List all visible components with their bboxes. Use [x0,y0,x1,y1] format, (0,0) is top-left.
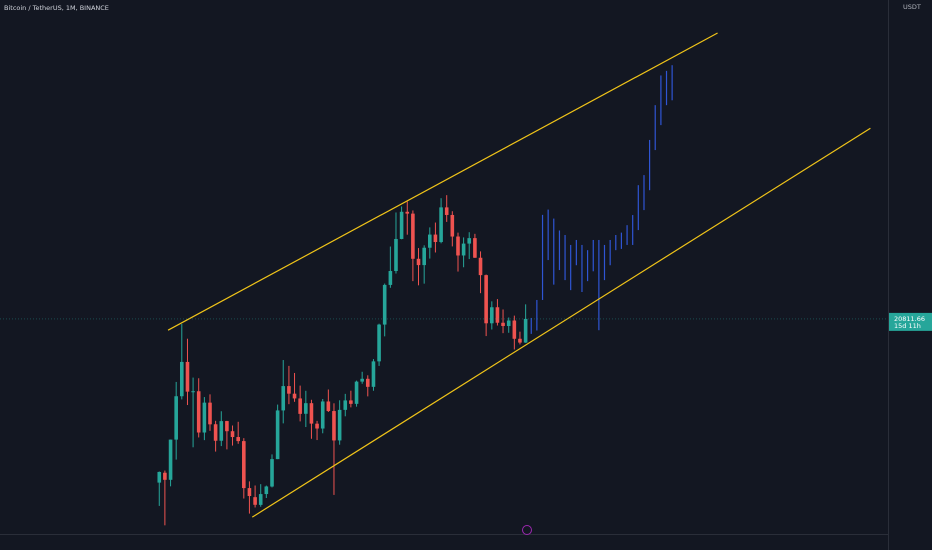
candle-body [416,258,421,266]
candle-body [490,307,494,324]
candle-body [365,378,370,387]
candle-body [456,236,460,256]
candle-body [326,401,331,412]
candle-body [450,214,455,237]
chart-title: Bitcoin / TetherUS, 1M, BINANCE [4,4,109,12]
candle-body [304,403,308,414]
candle-body [230,431,235,438]
candle-body [292,393,297,399]
price-label-bg [889,312,932,331]
candle-body [275,410,280,460]
candle-body [484,275,488,324]
currency: USDT [903,3,921,11]
candle-body [343,400,348,410]
candle-body [422,247,426,266]
candle-body [405,211,410,214]
candle-body [394,238,398,272]
candle-body [253,497,257,505]
candle-body [163,472,167,480]
candle-body [225,421,229,432]
candle-body [349,400,353,404]
candle-body [219,421,224,441]
candle-body [320,401,325,429]
candle-body [281,386,286,411]
candle-body [337,409,342,441]
candle-body [332,411,336,441]
candle-body [478,257,483,276]
candle-body [523,318,528,343]
candle-body [179,361,184,397]
candle-body [157,471,162,483]
candle-body [495,307,500,323]
candle-body [501,322,505,327]
candle-body [247,488,252,497]
candle-body [399,211,404,239]
candle-body [377,324,381,362]
candle-body [202,402,207,433]
candle-body [461,243,466,256]
candle-body [185,361,190,392]
candle-body [270,459,274,487]
candle-body [467,238,472,244]
candle-body [382,284,387,325]
candle-body [427,234,432,248]
candle-body [168,439,173,480]
candle-body [309,403,314,424]
candle-body [518,338,522,343]
countdown: 15d 11h [894,322,921,330]
event-icon[interactable] [522,525,532,535]
candle-body [191,391,195,393]
candle-body [473,238,477,258]
candle-body [411,213,415,259]
candle-body [298,398,302,414]
candle-body [360,378,364,382]
candle-body [242,441,246,489]
candle-body [388,271,393,285]
candle-body [174,396,178,440]
price-label: 20811.66 [894,315,925,323]
candle-body [213,424,218,441]
candle-body [506,320,511,327]
candle-body [433,234,438,243]
candle-body [315,423,319,429]
candle-body [264,486,269,495]
trendline [251,127,871,518]
candle-body [444,207,449,215]
trendline [167,32,718,331]
candle-body [371,361,376,387]
candle-body [439,207,443,243]
candle-body [287,386,291,394]
candle-body [196,391,201,433]
candle-body [258,494,263,505]
candle-body [354,381,359,404]
candle-body [208,402,212,425]
candle-body [236,437,240,442]
candle-body [512,320,517,339]
